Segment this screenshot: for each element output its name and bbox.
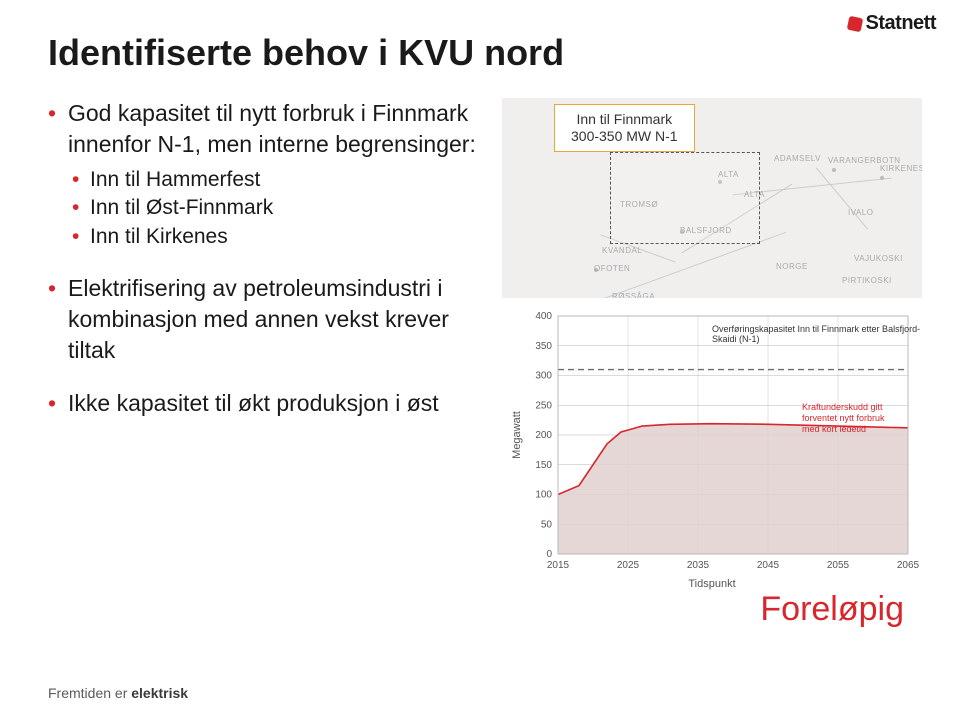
footer-tagline: Fremtiden er elektrisk bbox=[48, 685, 188, 701]
map-line-icon bbox=[816, 168, 868, 230]
svg-text:300: 300 bbox=[535, 371, 552, 382]
svg-text:400: 400 bbox=[535, 311, 552, 322]
sub-bullet-item: Inn til Hammerfest bbox=[68, 166, 478, 194]
svg-text:2015: 2015 bbox=[547, 560, 570, 571]
svg-text:350: 350 bbox=[535, 341, 552, 352]
map-label: VAJUKOSKI bbox=[854, 254, 903, 263]
slide: Statnett Identifiserte behov i KVU nord … bbox=[0, 0, 960, 717]
bullet-column: God kapasitet til nytt forbruk i Finnmar… bbox=[48, 98, 478, 629]
footer-plain: Fremtiden er bbox=[48, 685, 131, 701]
brand-logo: Statnett bbox=[848, 12, 936, 35]
map-label: KVANDAL bbox=[602, 246, 642, 255]
svg-text:50: 50 bbox=[541, 519, 553, 530]
map-label: TROMSØ bbox=[620, 200, 658, 209]
map-label: RØSSÅGA bbox=[612, 292, 655, 298]
bullet-list: God kapasitet til nytt forbruk i Finnmar… bbox=[48, 98, 478, 419]
svg-text:2025: 2025 bbox=[617, 560, 640, 571]
sub-bullet-list: Inn til Hammerfest Inn til Øst-Finnmark … bbox=[68, 166, 478, 251]
map-callout: Inn til Finnmark 300-350 MW N-1 bbox=[554, 104, 695, 152]
svg-text:2045: 2045 bbox=[757, 560, 780, 571]
sub-bullet-item: Inn til Øst-Finnmark bbox=[68, 194, 478, 222]
map-label: NORGE bbox=[776, 262, 808, 271]
callout-line2: 300-350 MW N-1 bbox=[571, 128, 678, 145]
logo-text: Statnett bbox=[866, 12, 936, 35]
logo-mark-icon bbox=[846, 15, 863, 32]
sub-bullet-item: Inn til Kirkenes bbox=[68, 223, 478, 251]
map-label: BALSFJORD bbox=[680, 226, 732, 235]
chart-annotation-capacity: Overføringskapasitet Inn til Finnmark et… bbox=[712, 324, 922, 344]
svg-text:0: 0 bbox=[546, 549, 552, 560]
bullet-item: Elektrifisering av petroleumsindustri i … bbox=[48, 273, 478, 366]
map-label: OFOTEN bbox=[594, 264, 630, 273]
map-label: PIRTIKOSKI bbox=[842, 276, 892, 285]
chart-annotation-demand: Kraftunderskudd gitt forventet nytt forb… bbox=[802, 402, 885, 434]
svg-text:2065: 2065 bbox=[897, 560, 920, 571]
bullet-item: Ikke kapasitet til økt produksjon i øst bbox=[48, 388, 478, 419]
watermark-text: Foreløpig bbox=[502, 590, 922, 629]
bullet-text: God kapasitet til nytt forbruk i Finnmar… bbox=[68, 100, 476, 157]
map-label: IVALO bbox=[848, 208, 873, 217]
page-title: Identifiserte behov i KVU nord bbox=[48, 32, 912, 74]
svg-text:200: 200 bbox=[535, 430, 552, 441]
map-label: ALTA bbox=[718, 170, 739, 179]
svg-text:100: 100 bbox=[535, 490, 552, 501]
map-label: KIRKENES bbox=[880, 164, 922, 173]
bullet-item: God kapasitet til nytt forbruk i Finnmar… bbox=[48, 98, 478, 251]
line-chart: 0 50 100 150 200 250 300 350 400 2015 2025 2035 2045… bbox=[502, 306, 922, 586]
map-node-icon bbox=[880, 176, 884, 180]
content-columns: God kapasitet til nytt forbruk i Finnmar… bbox=[48, 98, 912, 629]
map-node-icon bbox=[832, 168, 836, 172]
chart-panel: 0 50 100 150 200 250 300 350 400 2015 2025 2035 2045… bbox=[502, 306, 922, 586]
figure-column: Inn til Finnmark 300-350 MW N-1 ALTA ALTA… bbox=[502, 98, 922, 629]
chart-xlabel: Tidspunkt bbox=[688, 578, 735, 590]
map-label: ADAMSELV bbox=[774, 154, 821, 163]
svg-text:150: 150 bbox=[535, 460, 552, 471]
callout-line1: Inn til Finnmark bbox=[571, 111, 678, 128]
map-label: ALTA bbox=[744, 190, 765, 199]
svg-text:250: 250 bbox=[535, 400, 552, 411]
svg-text:2055: 2055 bbox=[827, 560, 850, 571]
footer-bold: elektrisk bbox=[131, 685, 188, 701]
map-panel: Inn til Finnmark 300-350 MW N-1 ALTA ALTA… bbox=[502, 98, 922, 298]
svg-text:2035: 2035 bbox=[687, 560, 710, 571]
svg-text:Megawatt: Megawatt bbox=[511, 411, 523, 459]
